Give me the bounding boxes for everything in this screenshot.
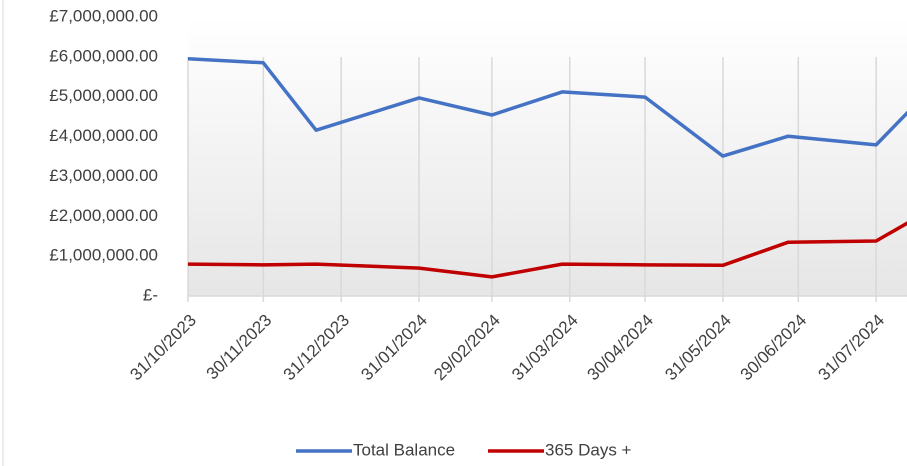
- x-tick-label: 30/06/2024: [737, 311, 811, 385]
- x-tick-label: 31/03/2024: [508, 311, 582, 385]
- y-tick-label: £3,000,000.00: [49, 166, 158, 185]
- x-tick-label: 30/11/2023: [203, 311, 276, 384]
- y-tick-label: £2,000,000.00: [49, 206, 158, 225]
- y-tick-label: £7,000,000.00: [49, 6, 158, 25]
- y-tick-label: £6,000,000.00: [49, 46, 158, 65]
- x-tick-label: 31/12/2023: [280, 311, 354, 385]
- series-line: [187, 57, 907, 158]
- plot-area: [188, 17, 907, 296]
- series-line: [187, 221, 907, 279]
- legend-label: 365 Days +: [545, 440, 632, 459]
- x-tick-label: 31/10/2023: [126, 311, 200, 385]
- x-tick-label: 31/07/2024: [815, 311, 889, 385]
- y-tick-label: £-: [143, 285, 158, 304]
- y-tick-label: £1,000,000.00: [49, 246, 158, 265]
- y-tick-label: £4,000,000.00: [49, 126, 158, 145]
- legend-label: Total Balance: [353, 440, 455, 459]
- x-tick-label: 31/05/2024: [661, 311, 735, 385]
- x-tick-label: 29/02/2024: [430, 311, 504, 385]
- y-tick-label: £5,000,000.00: [49, 86, 158, 105]
- x-tick-label: 31/01/2024: [357, 311, 431, 385]
- x-tick-label: 30/04/2024: [583, 311, 657, 385]
